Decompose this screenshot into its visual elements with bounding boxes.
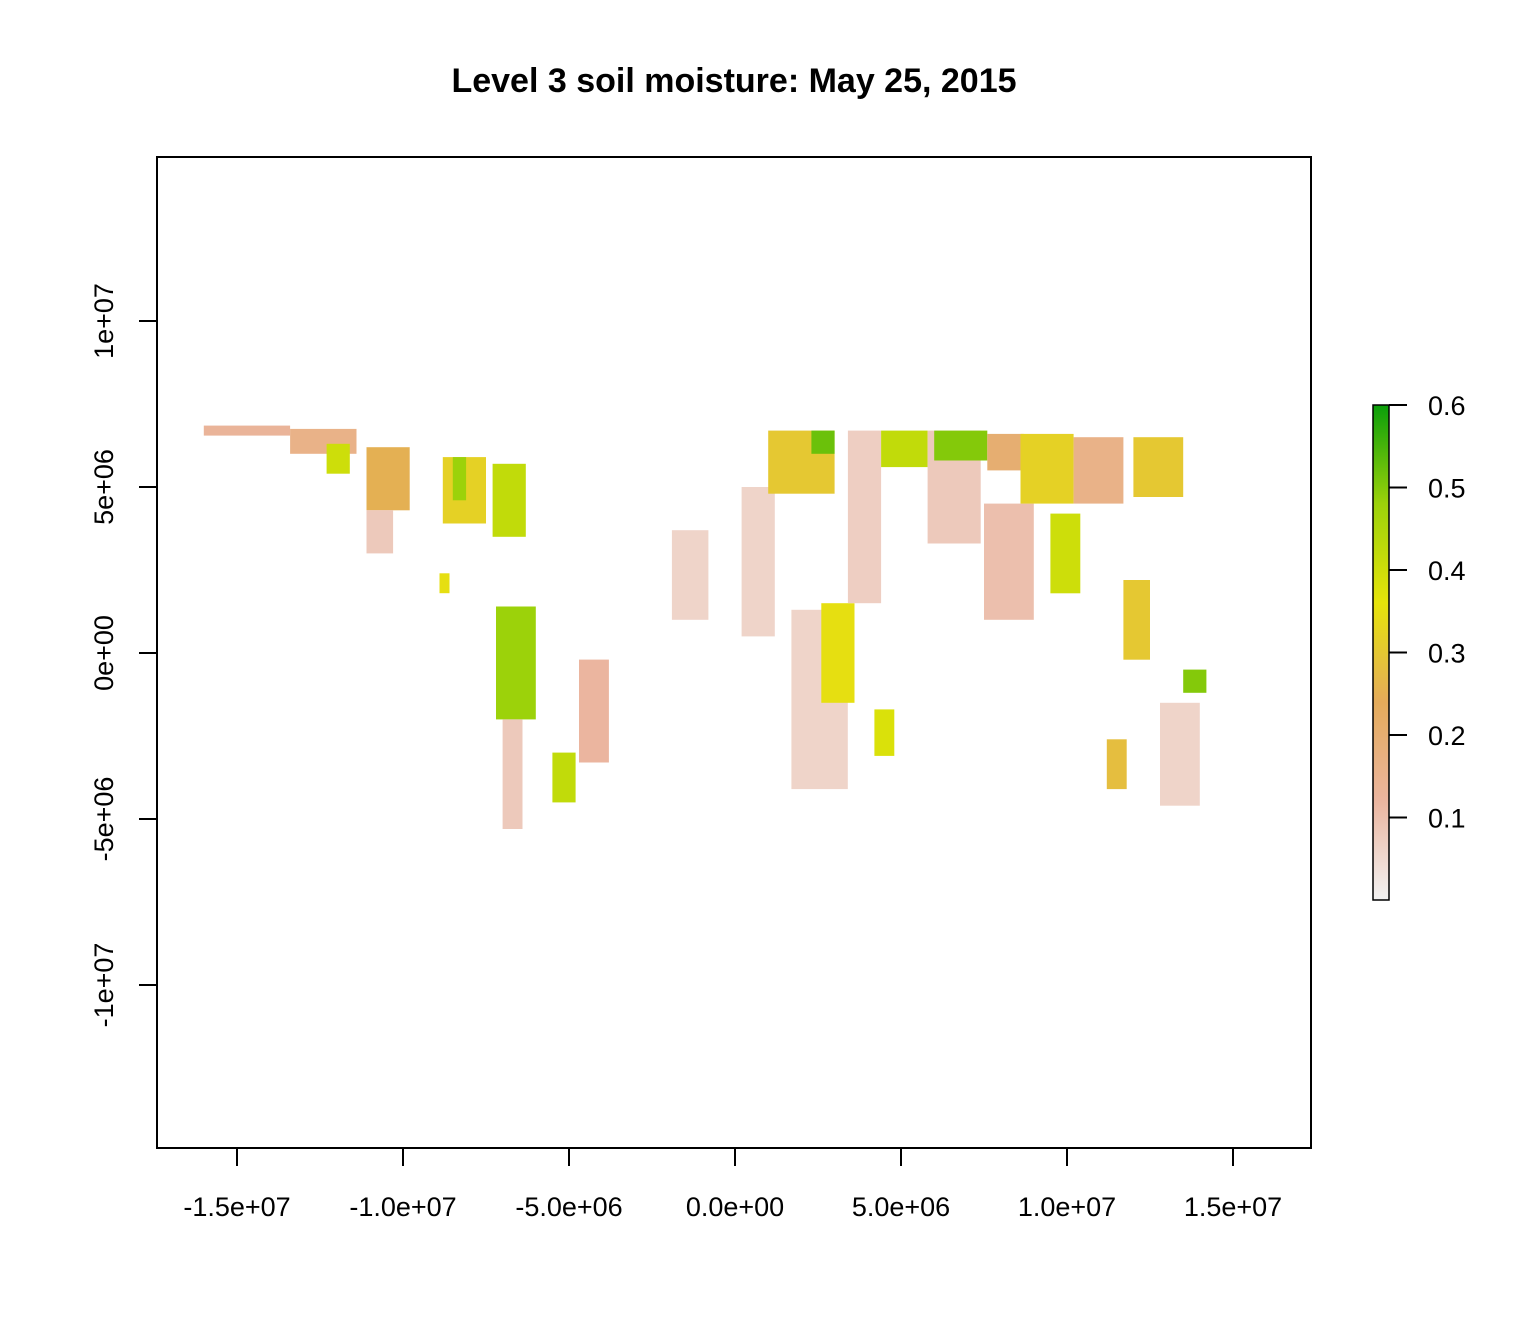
legend-color-bar (1372, 404, 1390, 901)
raster-swath (439, 573, 450, 594)
raster-swath (987, 433, 1024, 471)
x-tick-label: 1.5e+07 (1184, 1192, 1282, 1222)
y-tick-label: 0e+00 (89, 615, 119, 691)
raster-swath (1073, 437, 1124, 504)
raster-swath (741, 487, 775, 637)
raster-swath (579, 659, 609, 763)
legend-tick-label: 0.3 (1428, 639, 1466, 669)
y-tick-label: -1e+07 (89, 943, 119, 1028)
raster-swath (1106, 739, 1127, 790)
legend-tick-label: 0.4 (1428, 556, 1466, 586)
raster-swath (1183, 669, 1207, 693)
raster-swath (874, 709, 895, 756)
x-tick-label: -1.5e+07 (183, 1192, 290, 1222)
y-tick-label: 5e+06 (89, 449, 119, 525)
raster-swath (452, 457, 467, 501)
raster-swath (203, 425, 291, 436)
x-axis: -1.5e+07 -1.0e+07 -5.0e+06 0.0e+00 5.0e+06 1.… (183, 1147, 1282, 1222)
raster-swath (326, 443, 350, 474)
raster-swath (881, 430, 928, 468)
x-tick-label: 1.0e+07 (1018, 1192, 1116, 1222)
raster-swath (671, 530, 709, 620)
raster-swath (502, 719, 523, 829)
raster-swath (366, 447, 410, 511)
x-tick-label: -1.0e+07 (349, 1192, 456, 1222)
raster-swath (366, 510, 394, 554)
legend-tick-label: 0.2 (1428, 721, 1466, 751)
legend-tick-label: 0.1 (1428, 804, 1466, 834)
raster-swath (1160, 702, 1200, 806)
raster-swath (847, 430, 882, 604)
legend-tick-label: 0.6 (1428, 391, 1466, 421)
raster-swath (496, 606, 536, 720)
raster-swath (821, 603, 855, 703)
raster-swath (1133, 437, 1184, 497)
raster-swath (492, 463, 526, 537)
legend-tick-label: 0.5 (1428, 474, 1466, 504)
raster-swath (1050, 513, 1081, 594)
raster-swath (811, 430, 835, 454)
soil-moisture-raster (203, 425, 1207, 829)
x-tick-label: -5.0e+06 (515, 1192, 622, 1222)
color-legend: 0.1 0.2 0.3 0.4 0.5 0.6 (1372, 391, 1466, 901)
raster-swath (552, 752, 576, 803)
raster-swath (984, 503, 1034, 620)
x-tick-label: 5.0e+06 (852, 1192, 950, 1222)
x-tick-label: 0.0e+00 (686, 1192, 784, 1222)
y-tick-label: -5e+06 (89, 777, 119, 862)
raster-swath (1123, 580, 1150, 660)
y-axis: 1e+07 5e+06 0e+00 -5e+06 -1e+07 (89, 283, 158, 1028)
chart-title: Level 3 soil moisture: May 25, 2015 (451, 62, 1016, 100)
raster-swath (1020, 433, 1074, 504)
raster-swath (934, 430, 988, 461)
y-tick-label: 1e+07 (89, 283, 119, 359)
